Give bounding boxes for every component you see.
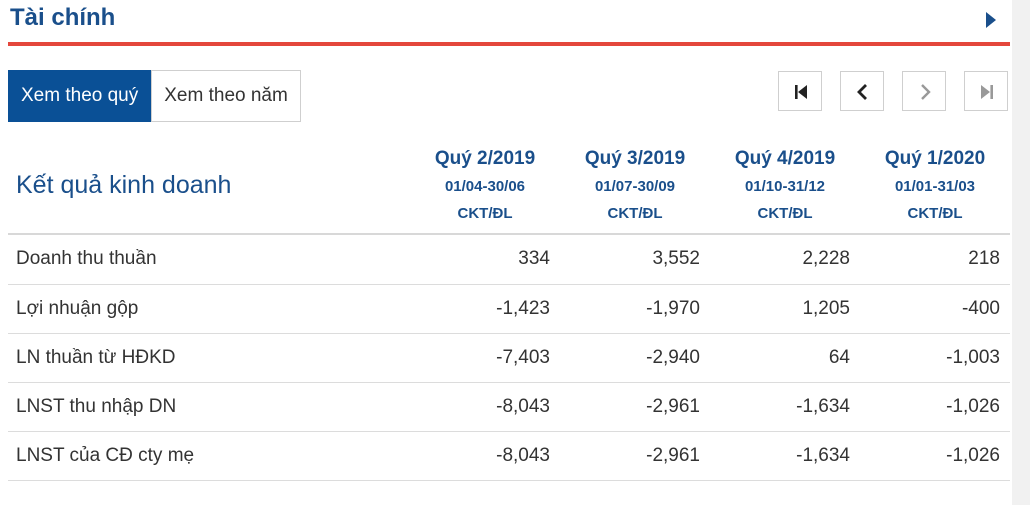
next-page-button[interactable] <box>902 71 946 111</box>
period-range: 01/10-31/12 <box>744 177 826 195</box>
period-name: Quý 1/2020 <box>884 147 986 169</box>
row-value: 3,552 <box>560 234 710 285</box>
row-value: -8,043 <box>410 382 560 432</box>
row-value: 2,228 <box>710 234 860 285</box>
row-value: -1,970 <box>560 284 710 334</box>
row-label[interactable]: Lợi nhuận gộp <box>8 284 410 334</box>
page-title: Tài chính <box>10 4 116 31</box>
period-standard: CKT/ĐL <box>457 204 513 222</box>
row-value: -7,403 <box>410 333 560 383</box>
last-page-button[interactable] <box>964 71 1008 111</box>
table-row: LNST thu nhập DN -8,043 -2,961 -1,634 -1… <box>8 382 1010 432</box>
financial-table: Kết quả kinh doanh Quý 2/2019 01/04-30/0… <box>8 138 1010 481</box>
row-value: -1,634 <box>710 431 860 481</box>
table-row: LN thuần từ HĐKD -7,403 -2,940 64 -1,003 <box>8 333 1010 383</box>
period-standard: CKT/ĐL <box>757 204 813 222</box>
row-value: 218 <box>860 234 1010 285</box>
scrollbar-track[interactable] <box>1012 0 1030 505</box>
period-pager <box>778 71 1010 113</box>
view-by-year-button[interactable]: Xem theo năm <box>151 70 301 122</box>
period-range: 01/01-31/03 <box>894 177 976 195</box>
last-page-icon <box>981 85 993 99</box>
row-value: 334 <box>410 234 560 285</box>
row-value: -2,961 <box>560 431 710 481</box>
period-header[interactable]: Quý 1/2020 01/01-31/03 CKT/ĐL <box>860 138 1010 235</box>
period-range: 01/07-30/09 <box>594 177 676 195</box>
table-row: LNST của CĐ cty mẹ -8,043 -2,961 -1,634 … <box>8 431 1010 481</box>
period-range: 01/04-30/06 <box>444 177 526 195</box>
header-divider <box>8 42 1010 46</box>
period-standard: CKT/ĐL <box>907 204 963 222</box>
row-value: -400 <box>860 284 1010 334</box>
row-value: -1,026 <box>860 431 1010 481</box>
finance-header: Tài chính <box>8 0 1010 44</box>
period-header[interactable]: Quý 4/2019 01/10-31/12 CKT/ĐL <box>710 138 860 235</box>
caret-right-icon[interactable] <box>986 12 996 28</box>
row-value: -2,940 <box>560 333 710 383</box>
chevron-left-icon <box>857 84 867 100</box>
period-name: Quý 4/2019 <box>734 147 836 169</box>
period-name: Quý 2/2019 <box>434 147 536 169</box>
row-value: -8,043 <box>410 431 560 481</box>
first-page-icon <box>795 85 807 99</box>
row-value: -1,423 <box>410 284 560 334</box>
section-title: Kết quả kinh doanh <box>8 138 410 235</box>
row-value: 1,205 <box>710 284 860 334</box>
table-row: Lợi nhuận gộp -1,423 -1,970 1,205 -400 <box>8 284 1010 334</box>
row-value: -1,026 <box>860 382 1010 432</box>
prev-page-button[interactable] <box>840 71 884 111</box>
table-row: Doanh thu thuần 334 3,552 2,228 218 <box>8 234 1010 285</box>
first-page-button[interactable] <box>778 71 822 111</box>
table-header-row: Kết quả kinh doanh Quý 2/2019 01/04-30/0… <box>8 138 1010 235</box>
chevron-right-icon <box>921 84 931 100</box>
row-label[interactable]: LN thuần từ HĐKD <box>8 333 410 383</box>
row-label[interactable]: Doanh thu thuần <box>8 234 410 285</box>
row-value: -1,634 <box>710 382 860 432</box>
row-value: -1,003 <box>860 333 1010 383</box>
period-standard: CKT/ĐL <box>607 204 663 222</box>
period-name: Quý 3/2019 <box>584 147 686 169</box>
view-by-quarter-button[interactable]: Xem theo quý <box>8 70 152 122</box>
row-label[interactable]: LNST của CĐ cty mẹ <box>8 431 410 481</box>
period-header[interactable]: Quý 3/2019 01/07-30/09 CKT/ĐL <box>560 138 710 235</box>
row-value: 64 <box>710 333 860 383</box>
row-value: -2,961 <box>560 382 710 432</box>
row-label[interactable]: LNST thu nhập DN <box>8 382 410 432</box>
period-header[interactable]: Quý 2/2019 01/04-30/06 CKT/ĐL <box>410 138 560 235</box>
view-toggle: Xem theo quý Xem theo năm <box>8 70 301 122</box>
